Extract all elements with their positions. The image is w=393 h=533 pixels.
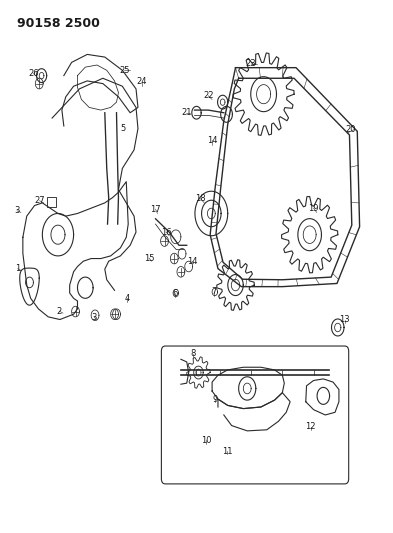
Text: 20: 20 [345,125,356,134]
Text: 5: 5 [121,124,126,133]
Text: 17: 17 [150,205,161,214]
Text: 25: 25 [119,66,130,75]
Text: 1: 1 [15,264,20,273]
Text: 15: 15 [144,254,154,263]
Text: 21: 21 [181,108,192,117]
Text: 14: 14 [187,257,198,265]
Text: 18: 18 [195,194,206,203]
Text: 9: 9 [213,394,218,403]
Text: 3: 3 [14,206,20,215]
Text: 11: 11 [222,447,232,456]
Text: 26: 26 [28,69,39,78]
Text: 10: 10 [201,436,211,445]
Text: 14: 14 [207,136,217,145]
Text: 16: 16 [161,228,171,237]
Text: 90158 2500: 90158 2500 [17,17,100,30]
Text: 3: 3 [92,313,97,322]
Text: 23: 23 [246,60,257,68]
Text: 27: 27 [34,196,45,205]
Text: 13: 13 [340,315,350,324]
Text: 2: 2 [57,306,62,316]
Text: 19: 19 [309,204,319,213]
Text: 4: 4 [125,294,130,303]
Text: 24: 24 [137,77,147,86]
Text: 8: 8 [191,350,196,359]
Text: 6: 6 [173,288,178,297]
Text: 7: 7 [211,287,217,296]
Text: 12: 12 [306,422,316,431]
Text: 22: 22 [203,91,213,100]
